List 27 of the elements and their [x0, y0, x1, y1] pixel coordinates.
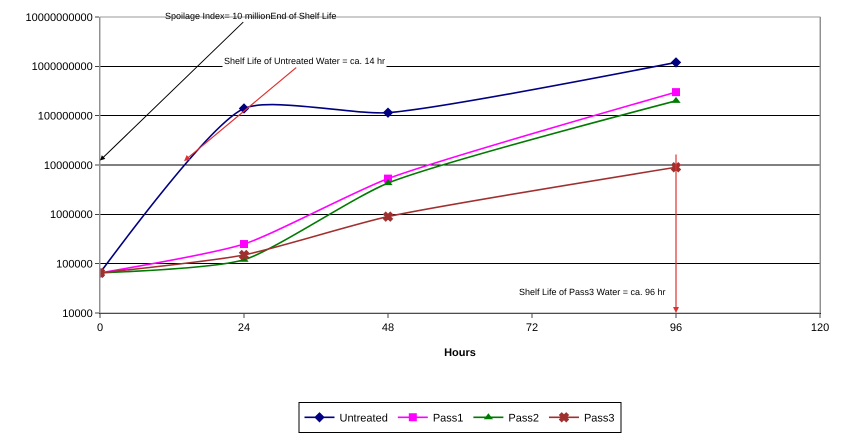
legend-label: Pass2 — [508, 412, 539, 425]
x-tick-label: 24 — [238, 322, 250, 334]
point — [672, 88, 680, 96]
x-tick-label: 120 — [810, 322, 830, 334]
x-axis-title: Hours — [444, 347, 476, 359]
y-tick-label: 10000 — [62, 308, 93, 320]
point — [382, 212, 394, 222]
y-tick-label: 100000000 — [38, 110, 93, 123]
point — [670, 57, 682, 68]
y-tick-label: 100000 — [56, 258, 93, 271]
y-tick-label: 1000000000 — [32, 61, 93, 74]
point — [240, 240, 248, 248]
point — [382, 107, 394, 118]
annotation: Shelf Life of Untreated Water = ca. 14 hr — [224, 56, 386, 66]
x-tick-label: 48 — [382, 322, 394, 334]
legend-label: Untreated — [340, 412, 388, 425]
x-tick-label: 96 — [670, 322, 682, 334]
y-tick-label: 10000000 — [44, 160, 93, 172]
legend-label: Pass1 — [432, 412, 464, 425]
annotation: Shelf Life of Pass3 Water = ca. 96 hr — [519, 287, 666, 297]
legend-label: Pass3 — [584, 412, 615, 425]
annotation: Spoilage Index= 10 millionEnd of Shelf Life — [165, 11, 336, 21]
point — [238, 250, 250, 260]
x-tick-label: 72 — [526, 322, 538, 334]
x-tick-label: 0 — [96, 322, 104, 334]
y-tick-label: 10000000000 — [26, 12, 93, 24]
y-tick-label: 1000000 — [50, 209, 93, 222]
